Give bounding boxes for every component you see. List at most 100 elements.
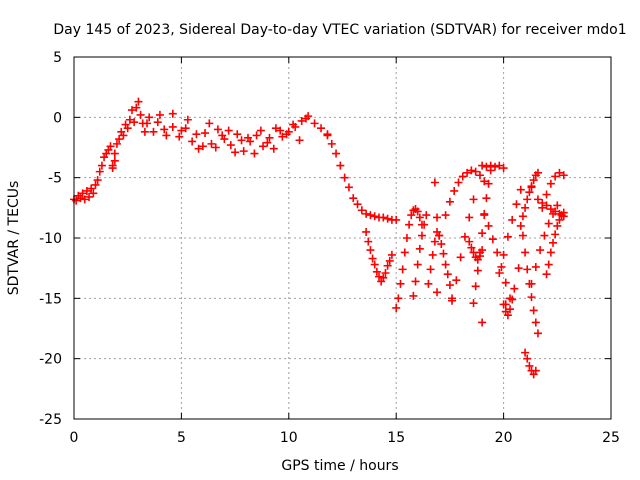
data-point	[525, 361, 534, 370]
data-point	[87, 184, 96, 193]
data-point	[551, 230, 560, 239]
data-point	[536, 246, 545, 255]
data-point	[243, 133, 252, 142]
data-point	[518, 212, 527, 221]
x-tick-label: 0	[70, 430, 79, 446]
data-point	[559, 212, 568, 221]
data-point	[529, 306, 538, 315]
data-point	[521, 203, 530, 212]
data-point	[112, 139, 121, 148]
data-point	[546, 179, 555, 188]
data-point	[327, 139, 336, 148]
data-point	[533, 329, 542, 338]
data-point	[450, 186, 459, 195]
data-point	[224, 126, 233, 135]
data-point	[194, 144, 203, 153]
data-point	[424, 279, 433, 288]
data-point	[484, 221, 493, 230]
data-point	[499, 250, 508, 259]
data-point	[521, 248, 530, 257]
data-point	[95, 167, 104, 176]
data-point	[398, 265, 407, 274]
data-point	[344, 183, 353, 192]
data-point	[469, 195, 478, 204]
data-point	[89, 189, 98, 198]
data-point	[555, 209, 564, 218]
data-point	[213, 125, 222, 134]
series-arc14	[521, 348, 540, 379]
series-arc2	[409, 211, 431, 300]
data-point	[531, 262, 540, 271]
data-point	[226, 141, 235, 150]
data-point	[499, 300, 508, 309]
data-point	[119, 131, 128, 140]
data-point	[97, 161, 106, 170]
series-dip1	[362, 227, 396, 286]
data-point	[340, 173, 349, 182]
x-axis-label: GPS time / hours	[281, 458, 398, 474]
data-point	[454, 178, 463, 187]
data-point	[445, 197, 454, 206]
data-point	[115, 135, 124, 144]
data-point	[527, 293, 536, 302]
data-point	[93, 176, 102, 185]
data-point	[516, 185, 525, 194]
series-rise	[108, 97, 149, 170]
series-arc4	[441, 166, 489, 220]
data-point	[422, 211, 431, 220]
data-point	[529, 176, 538, 185]
chart-title: Day 145 of 2023, Sidereal Day-to-day VTE…	[53, 22, 626, 38]
data-point	[383, 261, 392, 270]
series-plateau_dense	[145, 109, 310, 158]
data-point	[527, 279, 536, 288]
grid-lines	[74, 57, 611, 419]
data-point	[549, 238, 558, 247]
x-tick-labels: 0 5 10 15 20 25	[70, 430, 620, 446]
data-point	[544, 219, 553, 228]
data-point	[413, 260, 422, 269]
data-point	[482, 162, 491, 171]
data-point	[168, 109, 177, 118]
series-arc1	[392, 205, 426, 312]
data-point	[181, 124, 190, 133]
data-point	[72, 196, 81, 205]
data-point	[484, 179, 493, 188]
y-axis-label: SDTVAR / TECUs	[6, 181, 22, 296]
y-tick-label: -5	[48, 171, 62, 187]
data-point	[175, 132, 184, 141]
data-points	[70, 97, 568, 379]
data-point	[497, 262, 506, 271]
data-point	[143, 119, 152, 128]
data-point	[237, 136, 246, 145]
data-point	[372, 267, 381, 276]
data-point	[405, 220, 414, 229]
data-point	[349, 194, 358, 203]
data-point	[78, 189, 87, 198]
data-point	[192, 130, 201, 139]
data-point	[544, 260, 553, 269]
data-point	[415, 244, 424, 253]
data-point	[400, 248, 409, 257]
data-point	[465, 237, 474, 246]
data-point	[516, 221, 525, 230]
data-point	[542, 270, 551, 279]
y-tick-label: -10	[39, 231, 62, 247]
series-arc18	[533, 195, 568, 221]
series-early	[70, 142, 119, 205]
data-point	[297, 116, 306, 125]
series-arc3	[424, 227, 454, 290]
data-point	[452, 276, 461, 285]
data-point	[364, 237, 373, 246]
data-point	[433, 213, 442, 222]
data-point	[295, 136, 304, 145]
data-point	[301, 114, 310, 123]
data-point	[478, 161, 487, 170]
data-point	[542, 201, 551, 210]
data-point	[508, 295, 517, 304]
data-point	[211, 143, 220, 152]
data-point	[531, 366, 540, 375]
data-point	[250, 149, 259, 158]
data-point	[506, 305, 515, 314]
y-tick-label: -15	[39, 291, 62, 307]
data-point	[533, 168, 542, 177]
